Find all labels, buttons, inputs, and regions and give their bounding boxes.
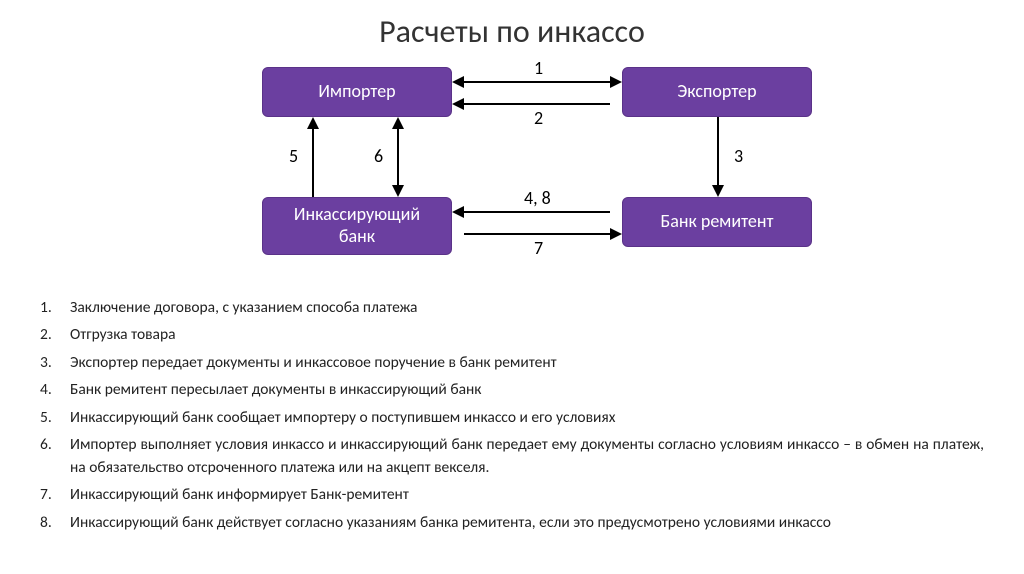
steps-list: Заключение договора, с указанием способа…: [40, 297, 984, 534]
edge-6-line: [397, 129, 399, 185]
node-exporter: Экспортер: [622, 67, 812, 117]
edge-3-head: [712, 185, 724, 197]
edge-48-head: [452, 206, 464, 218]
edge-5-line: [312, 129, 314, 197]
page-title: Расчеты по инкассо: [40, 12, 984, 51]
list-item: Инкассирующий банк сообщает импортеру о …: [40, 407, 984, 429]
list-item: Отгрузка товара: [40, 324, 984, 346]
edge-48-line: [464, 211, 610, 213]
edge-6-head-u: [392, 117, 404, 129]
edge-2-head: [452, 98, 464, 110]
edge-7-head: [610, 228, 622, 240]
edge-7-label: 7: [532, 237, 545, 259]
flowchart: Импортер Экспортер Инкассирующий банк Ба…: [162, 67, 862, 277]
list-item: Заключение договора, с указанием способа…: [40, 297, 984, 319]
node-importer: Импортер: [262, 67, 452, 117]
edge-3-line: [717, 117, 719, 185]
edge-48-label: 4, 8: [522, 187, 553, 209]
edge-1-head: [452, 76, 464, 88]
edge-1-head-r: [610, 76, 622, 88]
edge-6-label: 6: [372, 145, 385, 167]
list-item: Инкассирующий банк действует согласно ук…: [40, 512, 984, 534]
edge-7-line: [464, 233, 610, 235]
node-collecting-bank: Инкассирующий банк: [262, 197, 452, 255]
edge-2-label: 2: [532, 107, 545, 129]
list-item: Банк ремитент пересылает документы в инк…: [40, 379, 984, 401]
edge-2-line: [464, 103, 610, 105]
edge-5-label: 5: [287, 145, 300, 167]
edge-6-head-d: [392, 185, 404, 197]
edge-1-line: [464, 81, 610, 83]
edge-1-label: 1: [532, 57, 545, 79]
edge-5-head: [307, 117, 319, 129]
node-remitting-bank: Банк ремитент: [622, 197, 812, 247]
list-item: Экспортер передает документы и инкассово…: [40, 352, 984, 374]
edge-3-label: 3: [732, 145, 745, 167]
list-item: Инкассирующий банк информирует Банк-реми…: [40, 484, 984, 506]
list-item: Импортер выполняет условия инкассо и инк…: [40, 434, 984, 479]
